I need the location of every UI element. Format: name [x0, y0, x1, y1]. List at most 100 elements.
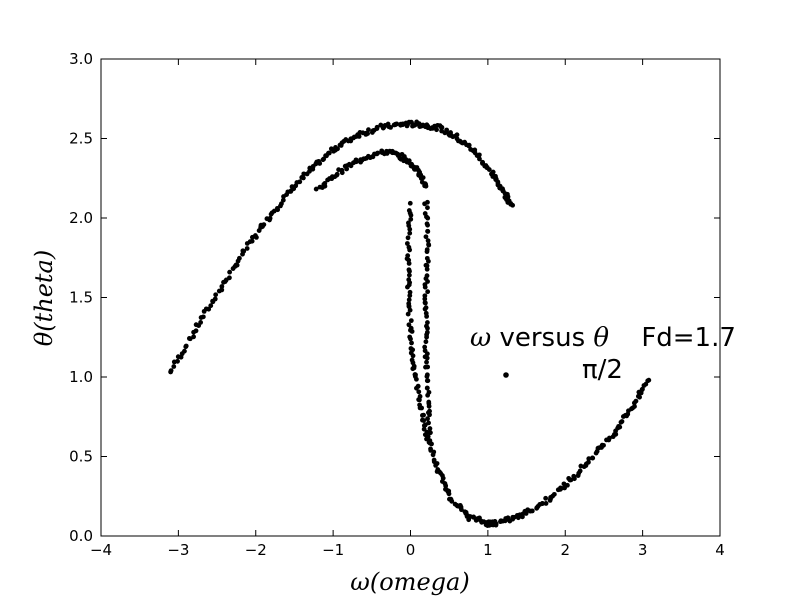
data-point — [529, 508, 535, 514]
y-tick-label: 3.0 — [69, 50, 93, 68]
data-point — [322, 181, 328, 186]
data-point — [249, 238, 255, 244]
axis-ticks: −4 −3 −2 −1 0 1 2 3 4 0.0 0.5 1.0 1.5 2.0 2.5 3.0 — [69, 50, 725, 559]
data-point — [426, 242, 432, 248]
legend-fd: Fd=1.7 — [641, 323, 736, 353]
data-point — [424, 313, 430, 319]
data-point — [449, 498, 455, 504]
data-point — [422, 284, 428, 290]
data-point — [613, 431, 619, 437]
data-point — [632, 404, 637, 409]
data-point — [421, 418, 427, 423]
data-point — [365, 131, 370, 136]
data-point — [388, 125, 393, 130]
data-point — [407, 230, 413, 236]
data-point — [405, 235, 411, 241]
data-point — [586, 456, 592, 462]
data-point — [408, 212, 414, 218]
data-point — [395, 153, 401, 158]
data-point — [426, 403, 432, 409]
x-tick-label: 2 — [560, 541, 570, 559]
data-point — [394, 121, 400, 127]
data-point — [416, 397, 422, 403]
y-tick-label: 2.0 — [69, 209, 93, 227]
data-point — [407, 200, 413, 206]
data-point — [375, 150, 381, 156]
data-point — [414, 385, 419, 391]
data-point — [407, 307, 413, 313]
data-point — [326, 150, 331, 156]
data-point — [423, 262, 429, 268]
data-point — [317, 161, 323, 166]
data-point — [423, 234, 429, 240]
data-point — [198, 319, 204, 325]
data-point — [426, 420, 431, 426]
data-point — [558, 485, 563, 491]
data-point — [606, 437, 612, 443]
data-point — [335, 146, 340, 152]
data-point — [407, 268, 412, 274]
data-points — [168, 119, 652, 529]
data-point — [442, 481, 448, 486]
data-point — [410, 353, 416, 359]
data-point — [208, 303, 214, 309]
data-point — [590, 455, 596, 461]
data-point — [490, 169, 496, 175]
data-point — [425, 416, 430, 422]
data-point — [353, 157, 359, 163]
data-point — [425, 392, 431, 398]
data-point — [168, 368, 174, 374]
data-point — [406, 261, 412, 266]
x-tick-label: 3 — [638, 541, 648, 559]
x-tick-label: 0 — [406, 541, 416, 559]
data-point — [425, 215, 431, 221]
data-point — [301, 171, 307, 177]
data-point — [186, 336, 192, 341]
data-point — [510, 202, 516, 208]
data-point — [428, 430, 433, 436]
data-point — [423, 183, 429, 189]
x-tick-label: 1 — [483, 541, 493, 559]
data-point — [404, 123, 410, 129]
data-point — [471, 514, 476, 520]
x-tick-label: −2 — [245, 541, 267, 559]
data-point — [505, 194, 511, 200]
data-point — [425, 364, 431, 370]
data-point — [261, 222, 267, 228]
data-point — [219, 287, 225, 293]
data-point — [405, 284, 410, 290]
data-point — [244, 246, 250, 251]
legend-marker — [503, 372, 509, 378]
data-point — [427, 438, 433, 443]
data-point — [543, 501, 549, 506]
legend-omega-symbol: ω — [470, 323, 491, 353]
data-point — [280, 197, 286, 203]
data-point — [523, 511, 529, 516]
data-point — [406, 272, 412, 278]
data-point — [407, 226, 413, 232]
data-point — [439, 125, 445, 130]
data-point — [633, 398, 639, 404]
data-point — [420, 413, 425, 418]
data-point — [171, 364, 177, 369]
data-point — [433, 463, 439, 468]
data-point — [414, 376, 419, 382]
data-point — [424, 359, 429, 365]
data-point — [619, 419, 625, 424]
data-point — [423, 339, 429, 345]
data-point — [425, 378, 431, 384]
data-point — [637, 394, 642, 400]
data-point — [406, 297, 412, 303]
y-tick-label: 1.0 — [69, 368, 93, 386]
legend-pi-label: π/2 — [582, 355, 623, 385]
data-point — [565, 482, 570, 488]
data-point — [409, 340, 414, 346]
data-point — [601, 442, 606, 448]
data-point — [234, 262, 240, 268]
data-point — [425, 325, 430, 331]
data-point — [408, 318, 414, 324]
data-point — [193, 328, 199, 334]
x-axis-label: ω(omega) — [350, 568, 469, 596]
data-point — [425, 229, 431, 234]
